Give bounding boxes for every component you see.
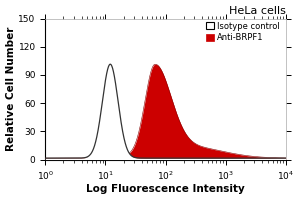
Legend: Isotype control, Anti-BRPF1: Isotype control, Anti-BRPF1 bbox=[204, 20, 282, 44]
X-axis label: Log Fluorescence Intensity: Log Fluorescence Intensity bbox=[86, 184, 245, 194]
Text: HeLa cells: HeLa cells bbox=[229, 6, 286, 16]
Y-axis label: Relative Cell Number: Relative Cell Number bbox=[6, 27, 16, 151]
